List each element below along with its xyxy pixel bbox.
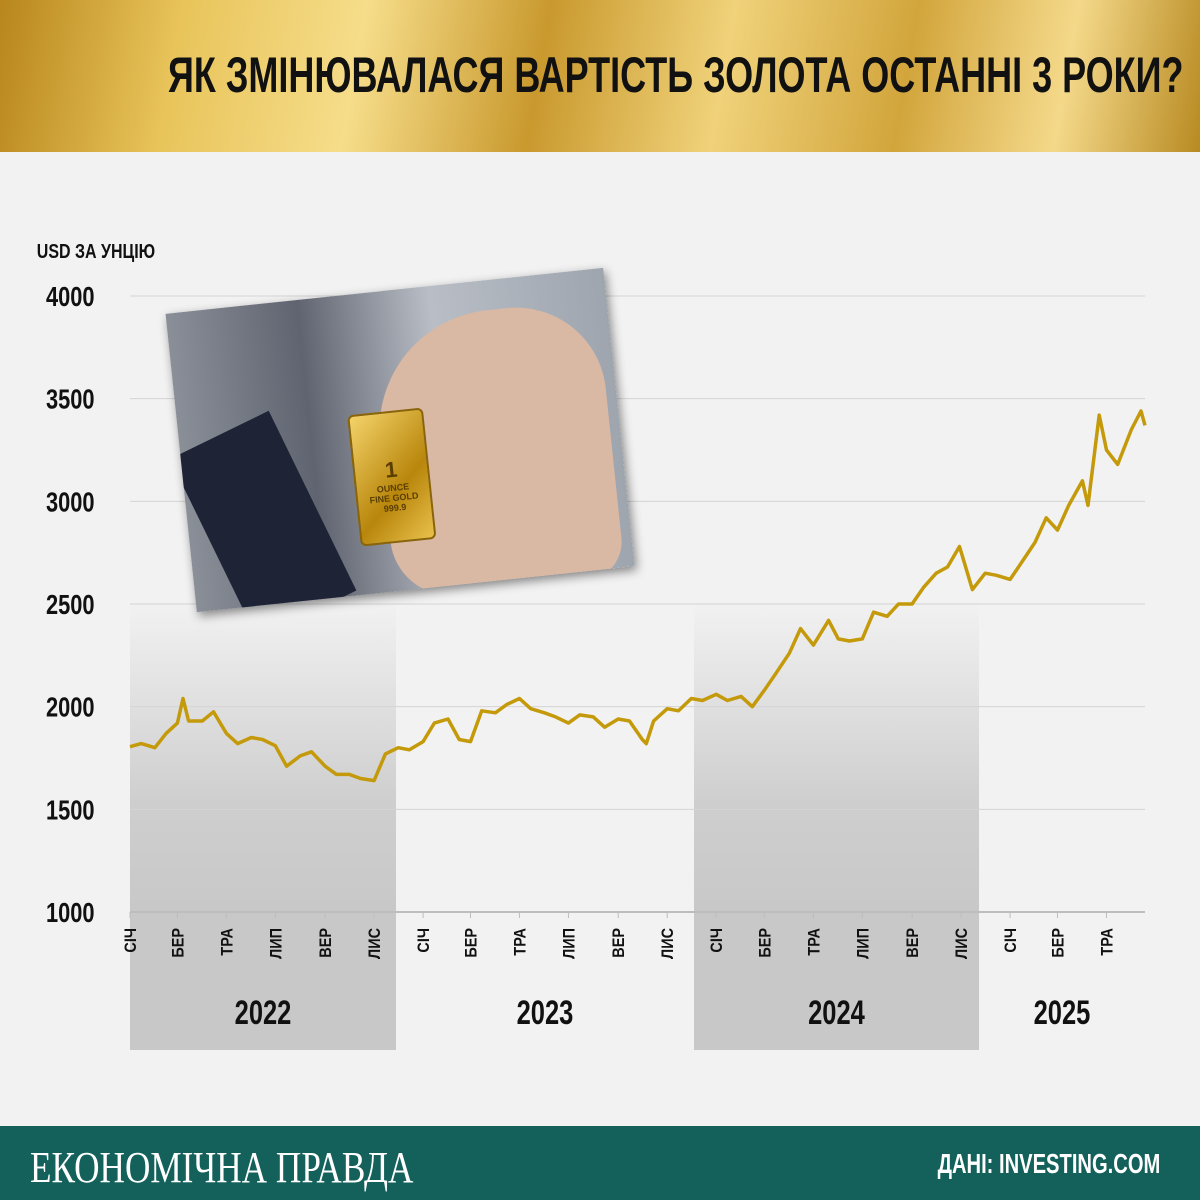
month-label: СІЧ <box>122 928 140 953</box>
month-label: ЛИП <box>560 928 578 959</box>
y-tick-label: 3500 <box>46 384 95 415</box>
y-tick-label: 4000 <box>46 281 95 312</box>
y-tick-label: 2000 <box>46 692 95 723</box>
title-banner: ЯК ЗМІНЮВАЛАСЯ ВАРТІСТЬ ЗОЛОТА ОСТАННІ 3… <box>0 0 1200 152</box>
month-label: ТРА <box>1098 928 1116 956</box>
month-label: СІЧ <box>1002 928 1020 953</box>
chart: 1000 1500 2000 2500 3000 3500 4000 USD ЗА УНЦІ… <box>37 240 1147 1050</box>
y-tick-label: 1500 <box>46 795 95 826</box>
y-tick-label: 2500 <box>46 589 95 620</box>
month-label: ВЕР <box>317 928 335 958</box>
gold-bar-image: 1 OUNCE FINE GOLD 999.9 <box>347 407 437 547</box>
month-label: ЛИС <box>366 928 384 959</box>
y-tick-label: 3000 <box>46 487 95 518</box>
month-label: ВЕР <box>610 928 628 958</box>
gold-bar-photo: 1 OUNCE FINE GOLD 999.9 <box>165 267 635 613</box>
month-label: БЕР <box>169 928 187 958</box>
month-label: БЕР <box>756 928 774 958</box>
year-band <box>130 912 396 1050</box>
month-label: ЛИС <box>953 928 971 959</box>
year-label: 2024 <box>808 995 865 1032</box>
month-label: ЛИП <box>854 928 872 959</box>
y-axis-label: USD ЗА УНЦІЮ <box>37 240 155 262</box>
year-label: 2022 <box>235 995 292 1032</box>
year-band <box>130 600 396 912</box>
year-band <box>694 600 979 912</box>
brand-logo[interactable]: ЕКОНОМІЧНА ПРАВДА <box>30 1143 414 1192</box>
tie-shape <box>169 410 357 613</box>
month-label: БЕР <box>462 928 480 958</box>
page-title: ЯК ЗМІНЮВАЛАСЯ ВАРТІСТЬ ЗОЛОТА ОСТАННІ 3… <box>167 47 1184 103</box>
month-label: ЛИП <box>267 928 285 959</box>
year-label: 2025 <box>1034 995 1091 1032</box>
year-band <box>694 912 979 1050</box>
footer: ЕКОНОМІЧНА ПРАВДА ДАНІ: INVESTING.COM <box>0 1126 1200 1200</box>
month-label: ТРА <box>511 928 529 956</box>
month-label: ВЕР <box>904 928 922 958</box>
data-source: ДАНІ: INVESTING.COM <box>937 1148 1160 1179</box>
gold-price-line <box>129 409 1147 783</box>
month-label: ЛИС <box>659 928 677 959</box>
month-label: БЕР <box>1049 928 1067 958</box>
year-label: 2023 <box>517 995 574 1032</box>
month-label: ТРА <box>805 928 823 956</box>
month-label: СІЧ <box>415 928 433 953</box>
month-label: ТРА <box>218 928 236 956</box>
y-tick-label: 1000 <box>46 897 95 928</box>
month-label: СІЧ <box>708 928 726 953</box>
